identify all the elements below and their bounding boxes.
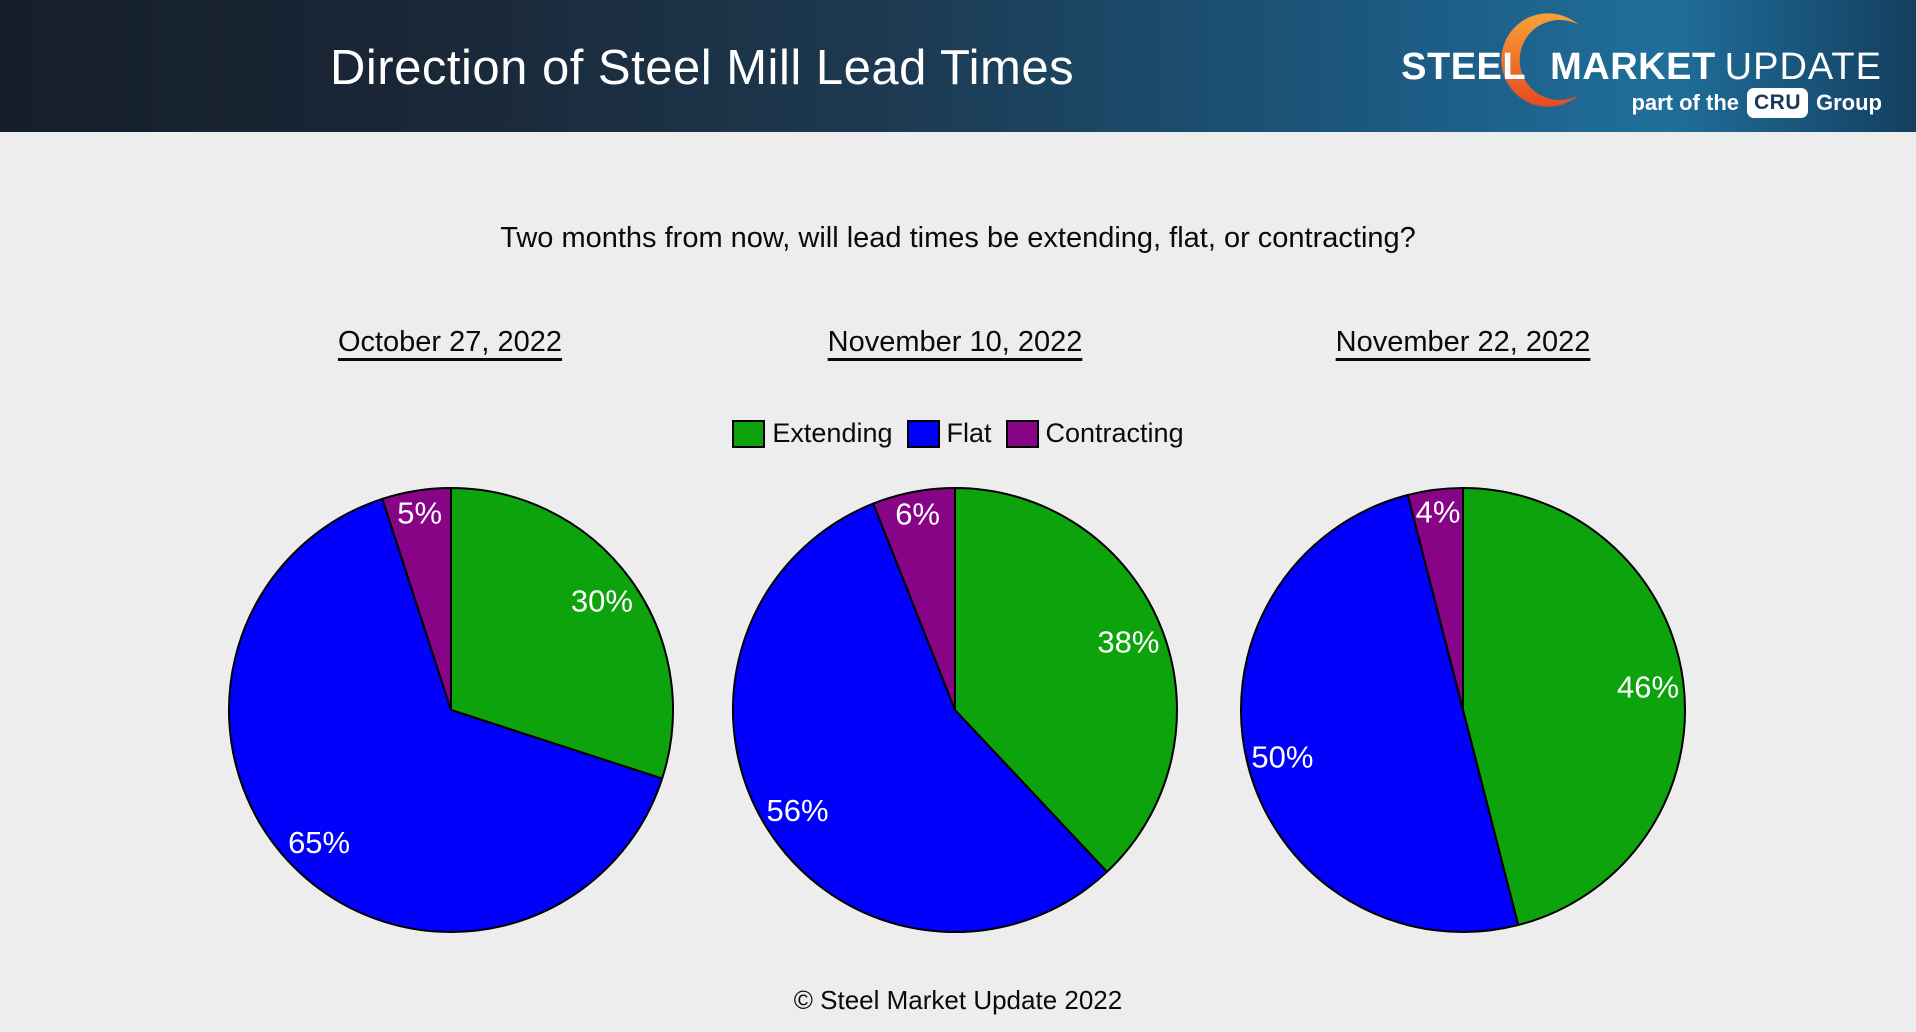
pie-chart-november-10: 38% 56% 6% [732,487,1178,933]
smu-crescent-icon [1501,13,1579,107]
logo-word-update: UPDATE [1724,46,1882,88]
pie-value-label-contracting: 4% [1416,495,1461,530]
legend-swatch-flat [906,419,940,448]
pie-title-november-22: November 22, 2022 [1335,326,1591,358]
legend-item-flat: Flat [906,418,992,449]
pie-slice-extending [450,487,674,780]
legend-item-contracting: Contracting [1005,418,1184,449]
pie-value-label-extending: 46% [1617,669,1679,704]
pie-value-label-flat: 65% [288,825,350,860]
legend-label-flat: Flat [946,418,992,448]
legend-label-contracting: Contracting [1045,418,1184,448]
header-bar: Direction of Steel Mill Lead Times STEEL… [0,0,1916,132]
smu-logo-text: STEEL MARKET UPDATE [1401,46,1882,89]
pie-value-label-contracting: 5% [397,496,442,531]
page-title: Direction of Steel Mill Lead Times [330,41,1075,95]
pie-slice-extending [954,487,1178,873]
chart-legend: Extending Flat Contracting [0,418,1916,449]
pie-value-label-flat: 50% [1251,739,1313,774]
legend-item-extending: Extending [732,418,893,449]
pie-value-label-extending: 38% [1097,624,1159,659]
logo-word-steel: STEEL [1401,46,1527,88]
pie-slice-extending [1462,487,1686,927]
pie-chart-october-27: 30% 65% 5% [228,487,674,933]
pie-title-november-10: November 10, 2022 [827,326,1083,358]
pie-value-label-contracting: 6% [895,497,940,532]
tagline-prefix: part of the [1631,90,1739,115]
pie-slice-flat [1239,493,1520,933]
pie-chart-november-22: 46% 50% 4% [1239,487,1686,933]
legend-swatch-extending [732,419,766,448]
pie-value-label-extending: 30% [571,583,633,618]
chart-question-subtitle: Two months from now, will lead times be … [500,222,1416,254]
smu-logo: STEEL MARKET UPDATE part of the CRU Grou… [1401,0,1886,132]
pie-slice-contracting [381,487,452,711]
pie-title-october-27: October 27, 2022 [337,326,563,358]
legend-label-extending: Extending [772,418,893,448]
logo-word-market: MARKET [1550,46,1716,88]
pie-slice-flat [228,497,664,933]
copyright-footer: © Steel Market Update 2022 [793,985,1123,1015]
smu-logo-tagline: part of the CRU Group [1631,88,1882,118]
pie-value-label-flat: 56% [766,793,828,828]
legend-swatch-contracting [1005,419,1039,448]
pie-slice-contracting [872,487,956,711]
pie-slice-flat [732,502,1108,933]
cru-badge: CRU [1747,88,1808,118]
pie-slice-contracting [1406,487,1464,711]
tagline-suffix: Group [1816,90,1882,115]
